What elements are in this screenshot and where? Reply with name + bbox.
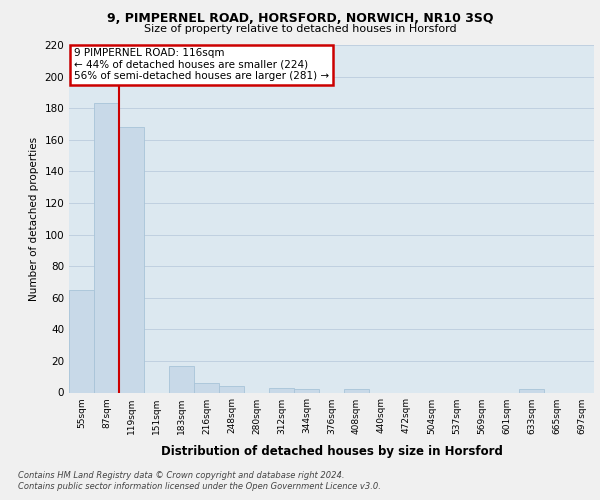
Bar [69,290,94,392]
Bar [94,104,119,393]
Text: Size of property relative to detached houses in Horsford: Size of property relative to detached ho… [143,24,457,34]
Bar [194,383,219,392]
Y-axis label: Number of detached properties: Number of detached properties [29,136,39,301]
Bar [519,390,544,392]
Bar [219,386,244,392]
Text: Contains public sector information licensed under the Open Government Licence v3: Contains public sector information licen… [18,482,381,491]
Bar [294,390,319,392]
Bar [269,388,294,392]
Text: Contains HM Land Registry data © Crown copyright and database right 2024.: Contains HM Land Registry data © Crown c… [18,471,344,480]
X-axis label: Distribution of detached houses by size in Horsford: Distribution of detached houses by size … [161,445,502,458]
Bar [119,127,144,392]
Bar [169,366,194,392]
Text: 9 PIMPERNEL ROAD: 116sqm
← 44% of detached houses are smaller (224)
56% of semi-: 9 PIMPERNEL ROAD: 116sqm ← 44% of detach… [74,48,329,82]
Text: 9, PIMPERNEL ROAD, HORSFORD, NORWICH, NR10 3SQ: 9, PIMPERNEL ROAD, HORSFORD, NORWICH, NR… [107,12,493,26]
Bar [344,390,369,392]
